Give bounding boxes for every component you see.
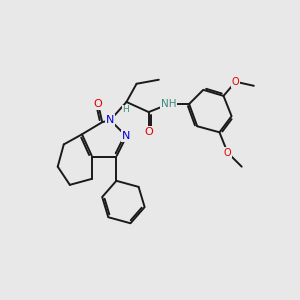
Text: NH: NH [161,99,177,109]
Text: O: O [144,127,153,137]
Text: H: H [122,105,129,114]
Text: O: O [232,77,239,87]
Text: O: O [224,148,231,158]
Text: N: N [106,115,115,125]
Text: N: N [122,131,130,141]
Text: O: O [94,99,103,109]
